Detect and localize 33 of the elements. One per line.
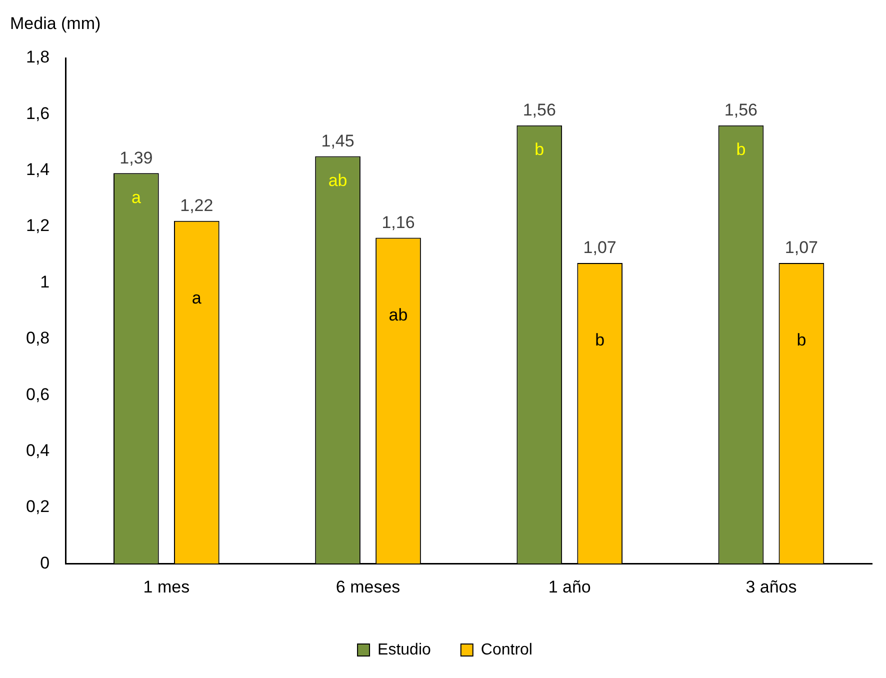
x-tick-label: 1 año <box>548 577 591 596</box>
y-tick-label: 1,4 <box>26 160 50 180</box>
x-tick-label: 1 mes <box>143 577 190 596</box>
annotation: a <box>131 188 142 207</box>
annotation: ab <box>328 171 348 190</box>
y-tick-label: 0,2 <box>26 497 50 516</box>
data-label: 1,45 <box>321 132 354 150</box>
y-tick-label: 1,8 <box>26 48 50 67</box>
annotation: b <box>736 140 746 160</box>
y-tick-label: 1,6 <box>26 104 50 123</box>
y-tick-label: 1 <box>40 272 50 292</box>
data-label: 1,07 <box>784 238 818 258</box>
legend-label: Estudio <box>378 641 431 658</box>
annotation: ab <box>388 305 408 324</box>
data-label: 1,22 <box>180 196 214 216</box>
y-tick-label: 1,2 <box>26 216 50 236</box>
annotation: b <box>595 330 605 350</box>
data-label: 1,39 <box>120 148 153 168</box>
annotation: b <box>796 330 806 350</box>
y-tick-label: 0,8 <box>26 328 50 348</box>
x-tick-label: 6 meses <box>336 577 400 596</box>
y-tick-label: 0 <box>40 553 50 572</box>
data-label: 1,56 <box>522 100 556 120</box>
data-label: 1,07 <box>583 238 616 258</box>
y-axis-title: Media (mm) <box>10 14 101 34</box>
data-label: 1,56 <box>724 100 758 120</box>
annotation: b <box>534 140 544 160</box>
y-tick-label: 0,4 <box>26 440 50 460</box>
annotation: a <box>192 288 202 308</box>
data-label: 1,16 <box>382 212 415 232</box>
x-tick-label: 3 años <box>746 577 797 596</box>
y-tick-label: 0,6 <box>26 384 50 404</box>
legend-label: Control <box>480 641 532 658</box>
